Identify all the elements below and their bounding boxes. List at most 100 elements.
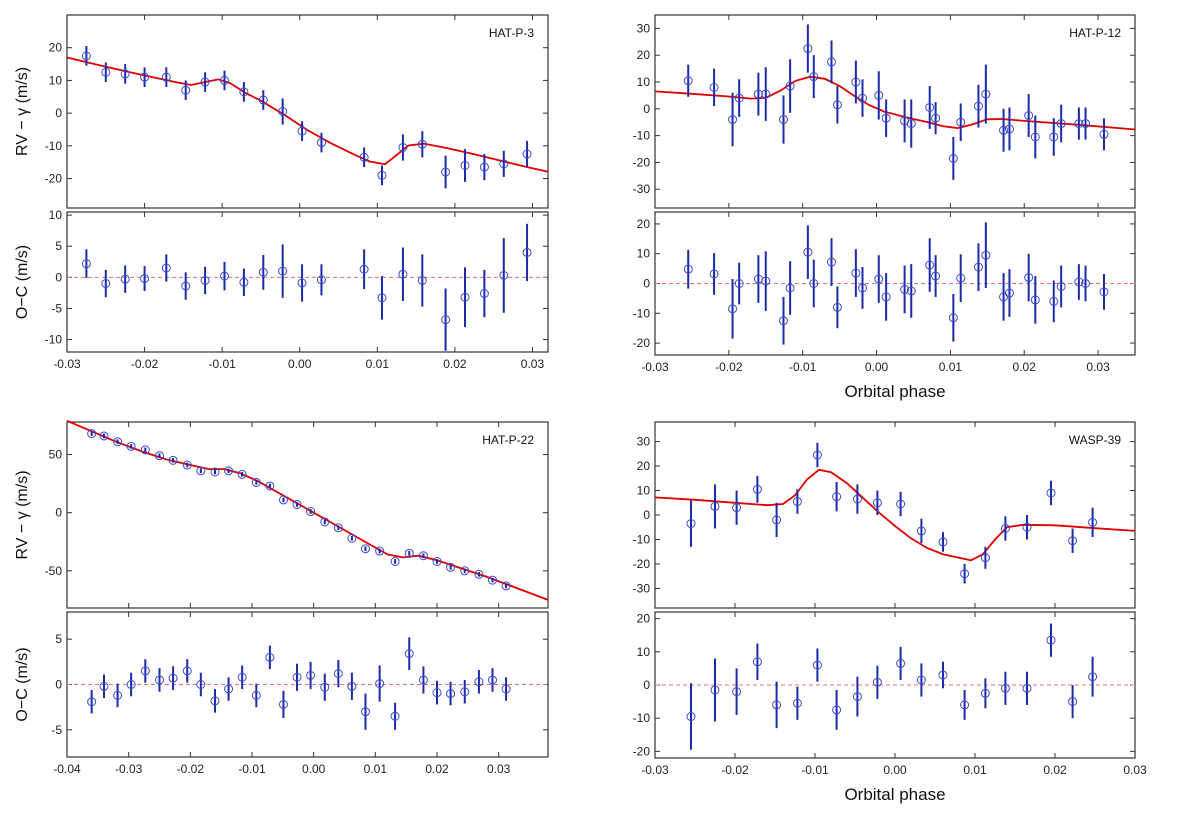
data-point (347, 681, 357, 691)
y-tick-label: 30 (637, 21, 651, 35)
data-point (981, 250, 991, 260)
data-point (265, 481, 275, 491)
x-tick-label: 0.00 (883, 763, 907, 777)
y-tick-label: 20 (637, 48, 651, 62)
data-point (710, 685, 720, 695)
data-point (906, 119, 916, 129)
y-tick-label: 10 (49, 73, 63, 87)
residual-panel: -5 0 5 -0.04 -0.03 -0.02 -0.01 0.00 0.01 0.02 0.03… (14, 611, 549, 776)
data-point (792, 497, 802, 507)
data-point (980, 688, 990, 698)
data-point (772, 700, 782, 710)
data-point (488, 675, 497, 685)
y-tick-label: -20 (633, 557, 651, 571)
data-point (925, 260, 935, 270)
data-point (686, 519, 696, 529)
y-tick-label: -5 (51, 301, 62, 315)
data-point (948, 153, 958, 163)
y-tick-label: 10 (637, 247, 651, 261)
planet-label: HAT-P-22 (482, 433, 534, 447)
data-point (785, 81, 795, 91)
data-point (196, 680, 206, 689)
planet-label: WASP-39 (1069, 433, 1122, 447)
data-point (398, 269, 408, 279)
x-tick-label: -0.02 (715, 360, 743, 374)
y-tick-label: -10 (633, 306, 651, 320)
data-point (785, 283, 795, 293)
data-point (872, 677, 882, 687)
data-point (960, 700, 970, 710)
data-point (398, 142, 408, 152)
data-point (1049, 132, 1059, 142)
data-point (881, 113, 891, 123)
data-point (140, 666, 150, 676)
data-point (210, 467, 220, 477)
data-point (292, 500, 302, 510)
data-point (278, 266, 288, 276)
x-tick-label: 0.02 (443, 357, 467, 371)
x-tick-label: 0.03 (521, 357, 545, 371)
data-point (333, 523, 343, 533)
y-tick-label: -20 (633, 155, 651, 169)
data-point (956, 273, 966, 283)
data-point (224, 684, 234, 694)
y-axis-label: RV − γ (m/s) (14, 67, 31, 156)
data-point (196, 466, 206, 476)
data-point (710, 501, 720, 511)
planet-label: HAT-P-3 (489, 26, 534, 40)
data-point (734, 93, 744, 103)
data-point (81, 259, 91, 269)
x-tick-label: -0.02 (177, 762, 205, 776)
data-point (404, 548, 414, 558)
rv-panel: -30 -20 -10 0 10 20 30 WASP-39 (633, 421, 1136, 609)
data-point (809, 72, 819, 82)
data-point (101, 279, 111, 289)
data-point (734, 279, 744, 288)
data-point (852, 692, 862, 702)
data-point (1024, 273, 1034, 283)
data-point (1068, 697, 1078, 707)
data-point (113, 437, 123, 447)
data-point (390, 711, 400, 721)
data-point (210, 696, 220, 706)
x-tick-label: 0.00 (288, 357, 312, 371)
data-point (732, 503, 742, 513)
x-tick-label: 0.01 (366, 357, 390, 371)
plot-frame (654, 421, 1136, 609)
data-point (1004, 288, 1014, 298)
data-point (404, 649, 414, 659)
y-tick-label: 0 (643, 102, 650, 116)
data-point (155, 675, 164, 685)
plot-frame (66, 421, 549, 609)
y-tick-label: 0 (55, 270, 62, 284)
data-point (237, 469, 247, 479)
data-point (752, 484, 762, 494)
y-tick-label: 0 (643, 508, 650, 522)
data-point (417, 139, 427, 149)
data-point (87, 697, 97, 707)
data-point (809, 279, 819, 288)
plot-frame (66, 14, 549, 209)
y-tick-label: 50 (49, 448, 63, 462)
data-point (522, 149, 532, 159)
data-point (916, 526, 926, 536)
residual-panel: -10 -5 0 5 10 -0.03 -0.02 -0.01 0.00 0.01 0.02 0.03… (14, 208, 549, 371)
data-point (460, 292, 470, 302)
data-point (1081, 279, 1091, 288)
rv-panel: -50 0 50 RV − γ (m/s) HAT-P-22 (14, 419, 549, 609)
data-point (258, 95, 268, 105)
data-point (1088, 517, 1098, 527)
model-curve (654, 468, 1136, 562)
data-point (258, 267, 268, 277)
data-point (1022, 522, 1032, 532)
x-tick-label: 0.01 (939, 360, 963, 374)
data-point (812, 660, 822, 670)
y-tick-label: 0 (55, 678, 62, 692)
data-point (479, 162, 489, 172)
data-point (441, 167, 451, 177)
data-point (377, 170, 387, 180)
data-point (772, 515, 782, 525)
data-point (120, 69, 130, 79)
